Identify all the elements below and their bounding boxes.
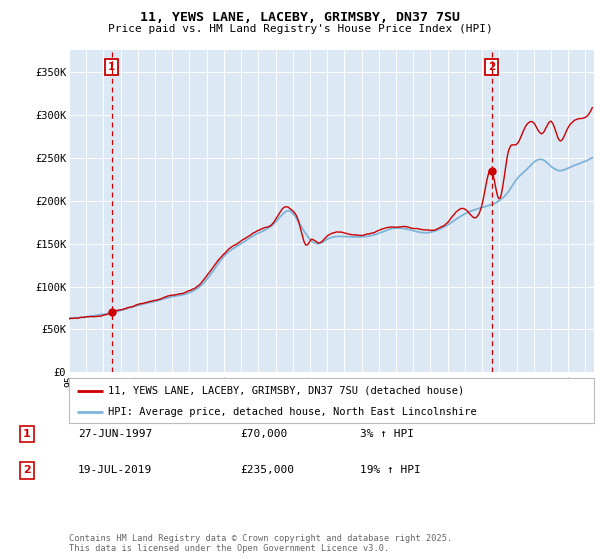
Text: 11, YEWS LANE, LACEBY, GRIMSBY, DN37 7SU: 11, YEWS LANE, LACEBY, GRIMSBY, DN37 7SU [140, 11, 460, 24]
Text: Contains HM Land Registry data © Crown copyright and database right 2025.
This d: Contains HM Land Registry data © Crown c… [69, 534, 452, 553]
Text: Price paid vs. HM Land Registry's House Price Index (HPI): Price paid vs. HM Land Registry's House … [107, 24, 493, 34]
Text: 2: 2 [488, 62, 495, 72]
Text: 11, YEWS LANE, LACEBY, GRIMSBY, DN37 7SU (detached house): 11, YEWS LANE, LACEBY, GRIMSBY, DN37 7SU… [109, 385, 464, 395]
Text: HPI: Average price, detached house, North East Lincolnshire: HPI: Average price, detached house, Nort… [109, 407, 477, 417]
Text: 19-JUL-2019: 19-JUL-2019 [78, 465, 152, 475]
Text: 27-JUN-1997: 27-JUN-1997 [78, 429, 152, 439]
Text: 2: 2 [23, 465, 31, 475]
Text: 1: 1 [108, 62, 115, 72]
Text: 1: 1 [23, 429, 31, 439]
Text: £235,000: £235,000 [240, 465, 294, 475]
Text: £70,000: £70,000 [240, 429, 287, 439]
Text: 3% ↑ HPI: 3% ↑ HPI [360, 429, 414, 439]
Text: 19% ↑ HPI: 19% ↑ HPI [360, 465, 421, 475]
